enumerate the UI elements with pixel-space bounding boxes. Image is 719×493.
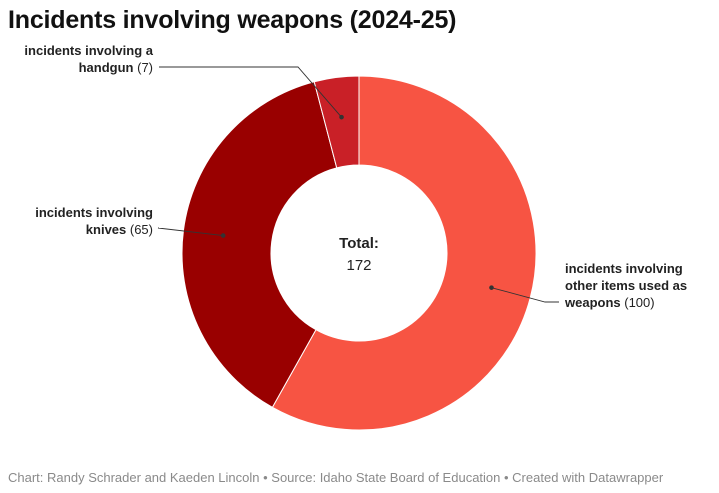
slice-label-line: incidents involving [35,205,153,220]
total-label: Total: [339,235,379,252]
footer-credit: Chart: Randy Schrader and Kaeden Lincoln [8,470,260,485]
footer-separator: • [500,470,513,485]
slice-knives [181,81,338,409]
slice-label-line: handgun [79,60,134,75]
donut-slices [181,75,537,431]
slice-label-line: knives [86,222,126,237]
total-value: 172 [346,257,371,274]
leader-line-knives [157,227,224,236]
slice-value-label: (65) [126,222,153,237]
label-leader-lines [157,66,559,303]
leader-line-handgun [159,66,342,118]
leader-line-weapons [491,287,559,303]
slice-label-handgun: incidents involving a handgun (7) [24,43,153,75]
chart-footer: Chart: Randy Schrader and Kaeden Lincoln… [8,470,663,485]
slice-weapons [271,75,537,431]
leader-dot-knives [220,233,226,238]
slice-label-weapons: incidents involving other items used as we… [564,261,687,310]
slice-labels: incidents involving other items used as we… [24,43,687,310]
chart-title: Incidents involving weapons (2024-25) [8,6,457,34]
slice-label-line: incidents involving a [24,43,153,58]
footer-separator: • [259,470,272,485]
slice-label-line: incidents involving [565,261,683,276]
leader-dot-handgun [339,114,344,120]
leader-dot-weapons [489,285,494,290]
slice-label-line: other items used as [565,278,687,293]
slice-value-label: (7) [134,60,154,75]
slice-label-line: weapons [564,295,621,310]
footer-created-with: Created with Datawrapper [512,470,664,485]
slice-value-label: (100) [621,295,655,310]
footer-source: Source: Idaho State Board of Education [271,470,501,485]
slice-label-knives: incidents involving knives (65) [35,205,153,237]
